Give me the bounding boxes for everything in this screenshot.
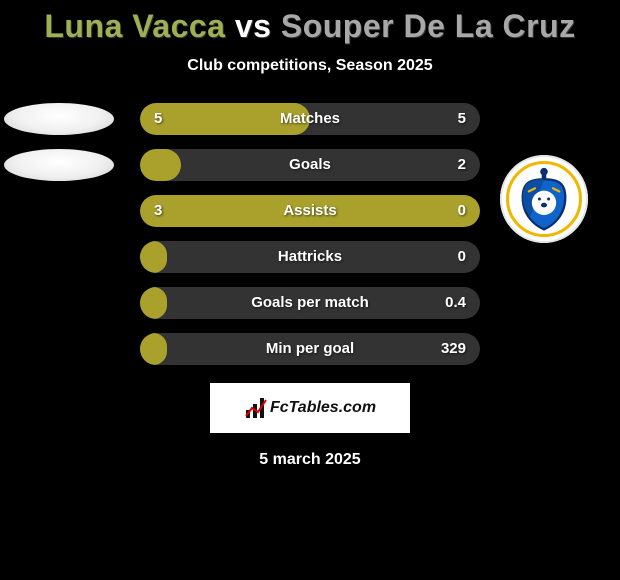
club-badge-icon: [500, 155, 588, 243]
stat-bar-fill: [140, 103, 310, 135]
stat-bar-label: Goals: [140, 149, 480, 181]
ellipse-icon: [4, 103, 114, 135]
shield-icon: [506, 161, 582, 237]
stat-bar: Hattricks0: [140, 241, 480, 273]
title-vs: vs: [235, 8, 272, 44]
stat-bar-value-right: 2: [458, 149, 466, 181]
stat-bar: Goals2: [140, 149, 480, 181]
stat-bar-value-right: 329: [441, 333, 466, 365]
player2-name: Souper De La Cruz: [281, 8, 576, 44]
stat-bar-fill: [140, 149, 181, 181]
site-logo-text: FcTables.com: [270, 399, 376, 417]
page-title: Luna Vacca vs Souper De La Cruz: [0, 8, 620, 45]
stat-bar-label: Min per goal: [140, 333, 480, 365]
stat-bar: Assists30: [140, 195, 480, 227]
stat-bar-label: Goals per match: [140, 287, 480, 319]
stat-bar-fill: [140, 333, 167, 365]
stat-bar-fill: [140, 287, 167, 319]
date-label: 5 march 2025: [0, 451, 620, 469]
stat-bar: Goals per match0.4: [140, 287, 480, 319]
comparison-infographic: Luna Vacca vs Souper De La Cruz Club com…: [0, 0, 620, 580]
player1-badge-area: [4, 103, 114, 213]
stat-bar-value-right: 0.4: [445, 287, 466, 319]
site-logo: FcTables.com: [210, 383, 410, 433]
ellipse-icon: [4, 149, 114, 181]
stat-bar: Matches55: [140, 103, 480, 135]
stat-bar-label: Hattricks: [140, 241, 480, 273]
bar-chart-icon: [244, 396, 268, 420]
stat-bar: Min per goal329: [140, 333, 480, 365]
player2-badge-area: [500, 155, 610, 265]
stat-bars: Matches55 Goals2 Assists30 Hattricks0 Goals …: [140, 103, 480, 365]
stat-bar-value-right: 5: [458, 103, 466, 135]
stat-bar-fill: [140, 195, 480, 227]
stat-bar-fill: [140, 241, 167, 273]
chart-area: Matches55 Goals2 Assists30 Hattricks0 Goals …: [0, 103, 620, 365]
stat-bar-value-right: 0: [458, 241, 466, 273]
player1-name: Luna Vacca: [44, 8, 225, 44]
subtitle: Club competitions, Season 2025: [0, 57, 620, 75]
